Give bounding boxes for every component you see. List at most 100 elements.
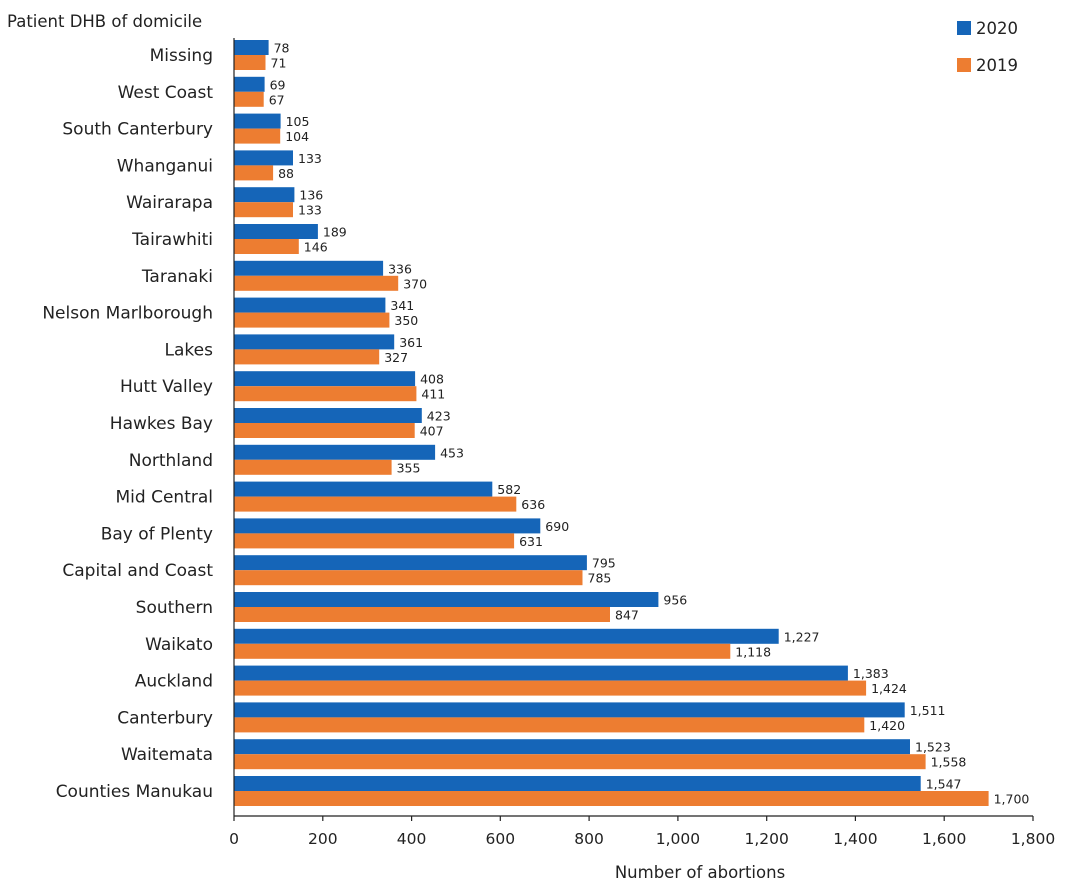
bar-2020 (234, 481, 493, 497)
bar-2019 (234, 202, 293, 218)
x-tick-label: 1,400 (833, 830, 877, 848)
data-label-2019: 355 (397, 460, 421, 475)
bar-2020 (234, 260, 384, 276)
data-label-2019: 88 (278, 166, 294, 181)
bar-2019 (234, 91, 264, 107)
category-label: Nelson Marlborough (42, 304, 213, 324)
bar-2019 (234, 643, 731, 659)
bar-2020 (234, 702, 905, 718)
data-label-2019: 370 (403, 276, 427, 291)
bar-2020 (234, 592, 659, 607)
bar-2019 (234, 386, 417, 402)
x-tick-label: 600 (486, 830, 516, 848)
x-tick-label: 1,200 (745, 830, 789, 848)
bar-2020 (234, 628, 779, 644)
data-label-2020: 361 (399, 335, 423, 350)
category-label: Taranaki (141, 267, 213, 287)
bar-2020 (234, 555, 587, 571)
x-tick-label: 200 (308, 830, 338, 848)
data-label-2020: 136 (299, 188, 323, 203)
data-label-2019: 67 (269, 92, 285, 107)
data-label-2019: 1,700 (994, 792, 1030, 807)
category-label: Mid Central (116, 488, 213, 508)
category-label: Wairarapa (126, 193, 213, 213)
data-label-2019: 1,558 (931, 755, 967, 770)
legend-label-2020: 2020 (976, 19, 1018, 38)
data-label-2020: 1,523 (915, 740, 951, 755)
bar-2020 (234, 665, 848, 681)
data-label-2020: 408 (420, 372, 444, 387)
bar-2019 (234, 717, 865, 733)
data-label-2020: 1,383 (853, 666, 889, 681)
bar-2020 (234, 150, 293, 166)
value-labels: 7871696710510413388136133189146336370341… (269, 41, 1030, 807)
bar-2019 (234, 607, 610, 622)
legend-label-2019: 2019 (976, 56, 1018, 75)
x-axis-title: Number of abortions (615, 863, 785, 881)
bar-2019 (234, 275, 399, 291)
category-label: Missing (150, 46, 213, 66)
bar-2019 (234, 533, 515, 549)
bar-2019 (234, 791, 989, 806)
category-label: Counties Manukau (56, 782, 213, 802)
data-label-2019: 636 (521, 497, 545, 512)
category-label: Capital and Coast (62, 561, 213, 581)
data-label-2020: 956 (663, 593, 687, 608)
data-label-2019: 146 (304, 240, 328, 255)
data-label-2020: 133 (298, 151, 322, 166)
data-label-2019: 411 (421, 387, 445, 402)
legend-swatch-2020 (957, 21, 971, 35)
bar-2020 (234, 297, 386, 313)
bar-2019 (234, 423, 415, 438)
category-label: Auckland (135, 672, 213, 692)
category-label: South Canterbury (62, 120, 213, 140)
category-label: Tairawhiti (131, 230, 213, 250)
bar-2020 (234, 444, 436, 460)
category-label: Canterbury (117, 708, 213, 728)
data-label-2019: 327 (384, 350, 408, 365)
bar-2020 (234, 518, 541, 534)
bar-2019 (234, 312, 390, 328)
data-label-2020: 1,547 (926, 777, 962, 792)
bar-2019 (234, 128, 281, 144)
data-label-2019: 785 (588, 571, 612, 586)
bar-2019 (234, 459, 392, 475)
data-label-2020: 795 (592, 556, 616, 571)
bar-2019 (234, 570, 583, 586)
category-labels: Missing West Coast South Canterbury Whangan… (42, 46, 213, 802)
bar-2020 (234, 76, 265, 92)
data-label-2020: 453 (440, 445, 464, 460)
data-label-2020: 336 (388, 261, 412, 276)
x-tick-label: 1,600 (922, 830, 966, 848)
data-label-2019: 104 (285, 129, 309, 144)
category-label: Waikato (145, 635, 213, 655)
category-axis-title: Patient DHB of domicile (7, 12, 202, 31)
category-label: West Coast (118, 83, 214, 103)
bar-2019 (234, 496, 517, 512)
x-axis-ticks: 0 200 400 600 800 1,000 1,200 1,400 1,600 1,800 (229, 816, 1055, 848)
category-label: Lakes (165, 340, 214, 360)
data-label-2020: 1,511 (910, 703, 946, 718)
bar-2019 (234, 165, 274, 181)
data-label-2020: 1,227 (784, 629, 820, 644)
data-label-2019: 631 (519, 534, 543, 549)
bar-2019 (234, 55, 266, 70)
bar-2020 (234, 113, 281, 129)
bar-2020 (234, 224, 318, 239)
x-tick-label: 1,800 (1011, 830, 1055, 848)
data-label-2020: 582 (497, 482, 521, 497)
legend: 2020 2019 (957, 19, 1018, 75)
bar-2019 (234, 754, 926, 770)
bar-2019 (234, 349, 380, 365)
legend-swatch-2019 (957, 58, 971, 72)
data-label-2020: 78 (274, 41, 290, 56)
data-label-2020: 105 (286, 114, 310, 129)
data-label-2019: 1,118 (735, 644, 771, 659)
category-label: Hutt Valley (120, 377, 213, 397)
x-tick-label: 0 (229, 830, 239, 848)
category-label: Northland (129, 451, 213, 471)
bar-2020 (234, 40, 269, 55)
category-label: Hawkes Bay (110, 414, 213, 434)
category-label: Southern (136, 598, 213, 618)
